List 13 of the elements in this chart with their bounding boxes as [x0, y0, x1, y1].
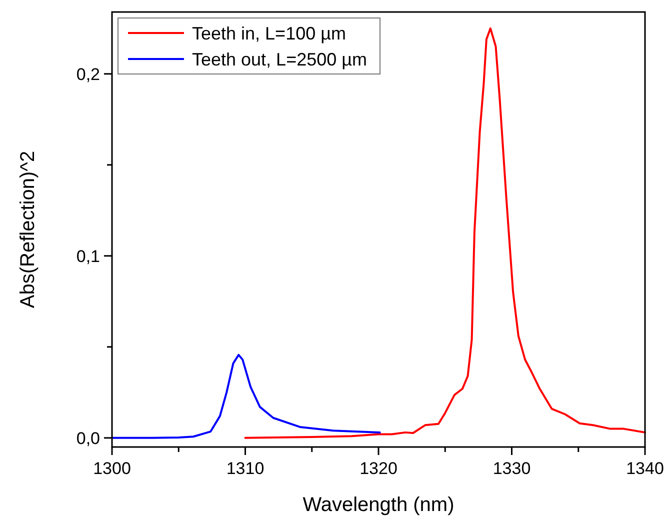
x-axis-title: Wavelength (nm): [302, 494, 454, 516]
x-tick-label: 1330: [492, 459, 531, 478]
line-series: [111, 354, 381, 439]
legend-label: Teeth out, L=2500 µm: [192, 49, 367, 70]
y-tick-label: 0,2: [76, 64, 100, 84]
y-tick-label: 0,1: [76, 246, 100, 266]
legend-label: Teeth in, L=100 µm: [192, 23, 346, 44]
x-tick-label: 1340: [626, 459, 664, 478]
x-tick-label: 1320: [360, 459, 398, 478]
y-tick-label: 0,0: [76, 428, 100, 448]
x-tick-label: 1300: [93, 459, 131, 478]
x-tick-label: 1310: [226, 459, 264, 478]
y-axis-title: Abs(Reflection)^2: [17, 150, 39, 308]
